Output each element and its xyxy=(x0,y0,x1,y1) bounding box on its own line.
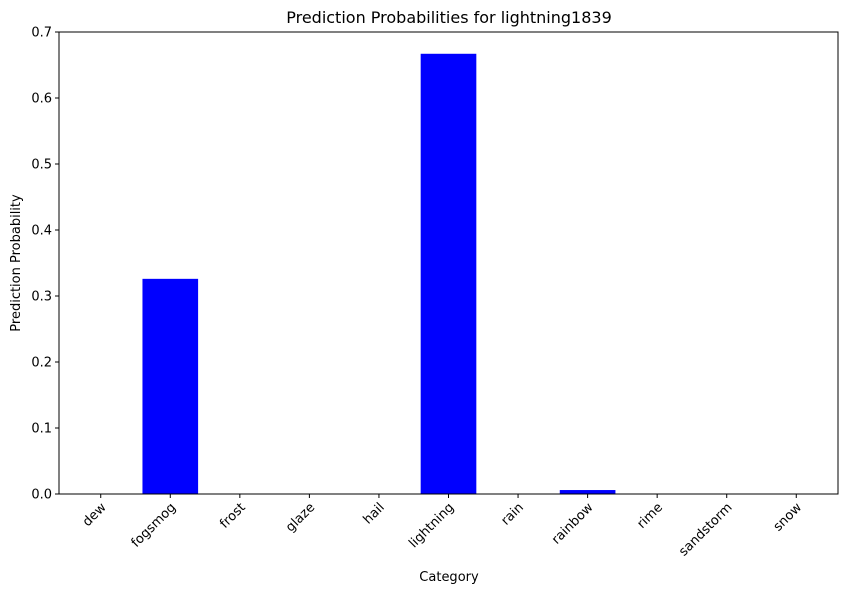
x-tick-label: sandstorm xyxy=(676,500,735,559)
bar-rainbow xyxy=(559,490,616,494)
x-tick-label: fogsmog xyxy=(129,500,180,551)
bar-lightning xyxy=(420,53,477,494)
x-tick-label: snow xyxy=(771,500,806,535)
bar-fogsmog xyxy=(142,278,199,494)
x-tick-label: lightning xyxy=(406,500,457,551)
x-tick-label: glaze xyxy=(283,500,318,535)
x-tick-label: rime xyxy=(634,500,666,532)
plot-frame xyxy=(58,31,839,495)
x-tick-label: rainbow xyxy=(549,500,597,548)
x-tick-label: dew xyxy=(80,500,110,530)
x-tick-label: rain xyxy=(498,500,526,528)
y-tick-label: 0.6 xyxy=(31,92,52,107)
plot-area: 0.0 0.1 0.2 0.3 0.4 0.5 0.6 0.7 dew fogsmog frost g… xyxy=(31,26,805,560)
y-axis-label: Prediction Probability xyxy=(9,194,24,332)
y-tick-label: 0.2 xyxy=(31,356,52,371)
y-tick-label: 0.5 xyxy=(31,158,52,173)
y-tick-label: 0.4 xyxy=(31,224,52,239)
x-tick-label: hail xyxy=(361,500,388,527)
x-axis-label: Category xyxy=(419,570,479,585)
y-tick-label: 0.0 xyxy=(31,488,52,503)
y-tick-label: 0.3 xyxy=(31,290,52,305)
y-tick-label: 0.1 xyxy=(31,422,52,437)
chart-title: Prediction Probabilities for lightning18… xyxy=(286,8,612,27)
x-tick-label: frost xyxy=(217,500,248,531)
y-tick-label: 0.7 xyxy=(31,26,52,41)
